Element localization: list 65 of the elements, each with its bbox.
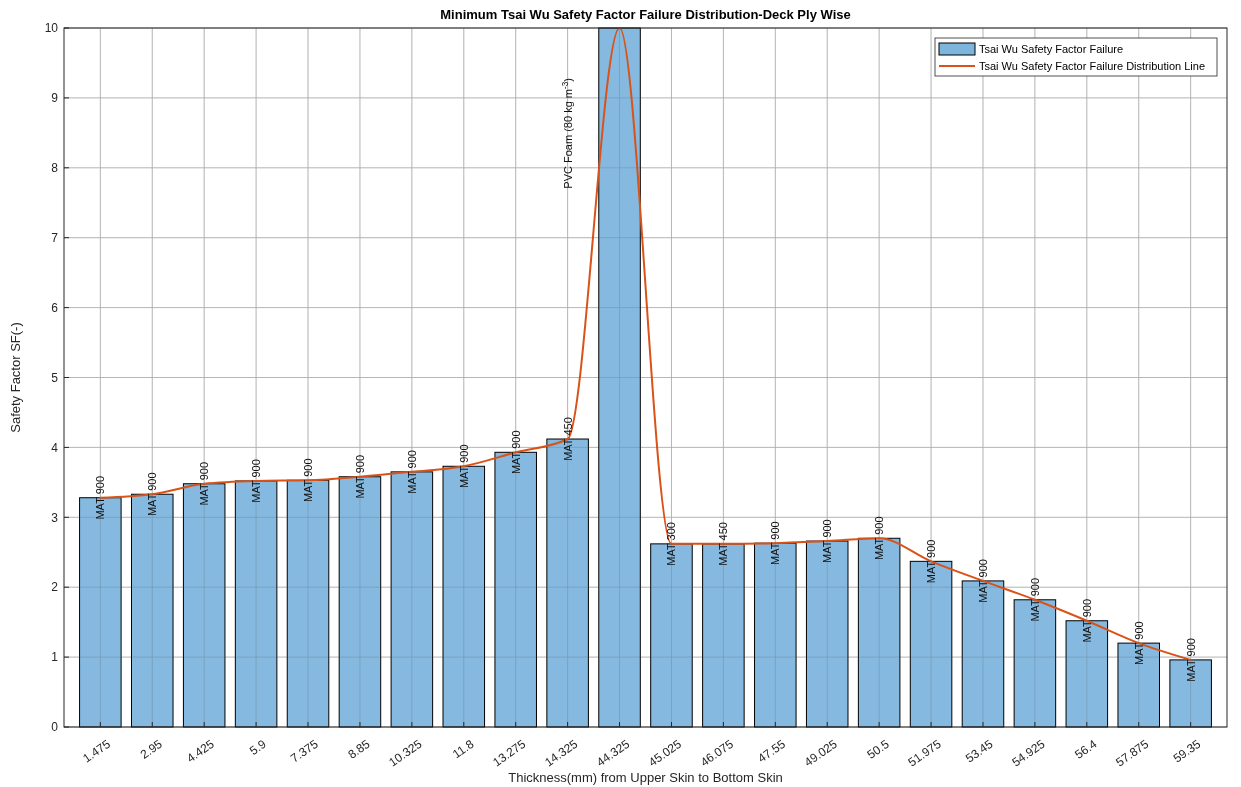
y-tick-label: 0 (51, 720, 59, 735)
y-tick-label: 5 (51, 370, 59, 385)
bar (234, 480, 278, 728)
y-tick-label: 6 (51, 300, 59, 315)
annotation: MAT 900 (146, 472, 159, 517)
bar (909, 560, 953, 728)
legend-label: Tsai Wu Safety Factor Failure Distribution Line (979, 59, 1205, 72)
annotation: MAT 450 (717, 522, 730, 566)
bar (650, 543, 693, 728)
y-tick-label: 10 (44, 21, 59, 36)
annotation: MAT 450 (561, 417, 574, 461)
bar (546, 438, 589, 728)
annotation: MAT 900 (198, 461, 211, 506)
y-axis-title: Safety Factor SF(-) (8, 322, 23, 433)
x-tick-label: 11.8 (449, 736, 477, 762)
annotation: MAT 900 (821, 519, 834, 563)
annotation: MAT 900 (1132, 621, 1145, 665)
chart-title: Minimum Tsai Wu Safety Factor Failure Distribution-Deck Ply Wise (440, 7, 851, 22)
annotation: MAT 900 (1184, 638, 1197, 682)
x-tick-label: 8.85 (345, 736, 373, 762)
x-tick-label: 5.9 (246, 736, 269, 758)
x-axis-title: Thickness(mm) from Upper Skin to Bottom Skin (508, 770, 783, 785)
bar (338, 476, 382, 728)
bar (1013, 599, 1057, 728)
x-tick-label: 2.95 (137, 736, 166, 762)
y-tick-label: 9 (51, 91, 59, 106)
annotation: MAT 900 (509, 430, 522, 475)
bar (702, 543, 745, 728)
y-tick-label: 3 (51, 510, 59, 525)
annotation: MAT 900 (769, 521, 782, 565)
bar (857, 537, 901, 728)
bar (805, 540, 849, 728)
y-tick-label: 4 (51, 440, 59, 455)
bar (286, 479, 330, 728)
annotation: MAT 900 (302, 458, 315, 503)
legend-label: Tsai Wu Safety Factor Failure (979, 42, 1124, 55)
annotation: MAT 900 (1080, 598, 1093, 643)
annotation: MAT 900 (1028, 577, 1041, 622)
bar (182, 483, 226, 728)
annotation: MAT 900 (925, 539, 938, 584)
annotation: MAT 900 (873, 516, 886, 561)
annotation: MAT 900 (353, 454, 366, 499)
y-tick-label: 1 (51, 650, 59, 665)
bar (79, 497, 122, 728)
bar (494, 451, 537, 728)
bar (1169, 659, 1212, 728)
x-tick-label: 50.5 (864, 736, 892, 762)
bar (754, 542, 797, 728)
annotation: MAT 900 (250, 459, 263, 503)
x-tick-label: 56.4 (1072, 736, 1100, 762)
y-tick-label: 8 (51, 161, 59, 175)
y-tick-label: 2 (51, 580, 59, 595)
annotation: MAT 900 (457, 444, 470, 489)
annotation: MAT 300 (665, 522, 678, 566)
bar (131, 493, 174, 728)
bar (442, 465, 486, 728)
bar (598, 27, 641, 728)
annotation: MAT 900 (405, 450, 418, 494)
annotation: MAT 900 (94, 475, 107, 520)
bar (1117, 642, 1161, 728)
bar (390, 471, 434, 728)
y-tick-label: 7 (51, 230, 59, 245)
annotation: MAT 900 (976, 559, 989, 603)
bar (961, 580, 1005, 728)
bar (1065, 620, 1109, 728)
